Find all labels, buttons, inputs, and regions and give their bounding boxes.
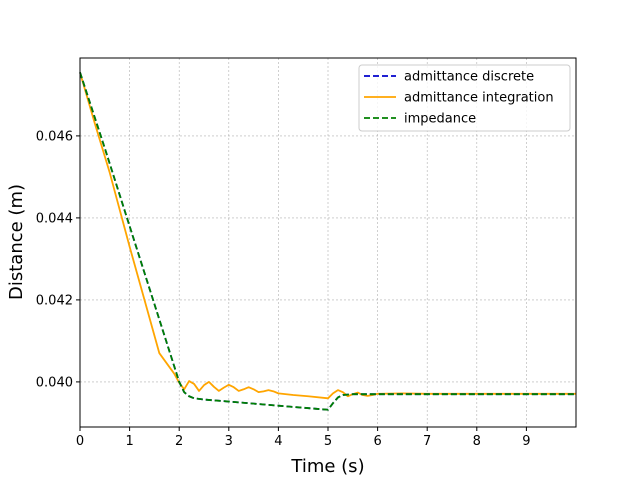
x-tick-label: 8 (473, 434, 481, 449)
y-axis-ticks: 0.040 0.042 0.044 0.046 (36, 129, 80, 390)
x-tick-label: 9 (522, 434, 530, 449)
x-tick-label: 3 (225, 434, 233, 449)
series-line-2 (79, 72, 576, 411)
x-tick-label: 1 (125, 434, 133, 449)
y-tick-label: 0.040 (36, 375, 73, 390)
y-tick-label: 0.042 (36, 293, 73, 308)
x-tick-label: 4 (274, 434, 282, 449)
legend-label: admittance integration (404, 91, 554, 106)
x-tick-label: 7 (423, 434, 431, 449)
x-tick-label: 5 (324, 434, 332, 449)
x-tick-label: 2 (175, 434, 183, 449)
y-tick-label: 0.044 (36, 211, 73, 226)
legend-label: admittance discrete (404, 70, 534, 85)
legend-label: impedance (404, 112, 476, 127)
legend: admittance discrete admittance integratio… (358, 64, 571, 132)
x-axis-label: Time (s) (290, 456, 364, 477)
y-axis-label: Distance (m) (6, 184, 27, 300)
x-tick-label: 0 (76, 434, 84, 449)
x-axis-ticks: 0 1 2 3 4 5 6 7 8 9 (76, 427, 531, 449)
series-lines (79, 72, 576, 411)
legend-box (358, 64, 571, 132)
y-tick-label: 0.046 (36, 129, 73, 144)
x-tick-label: 6 (373, 434, 381, 449)
